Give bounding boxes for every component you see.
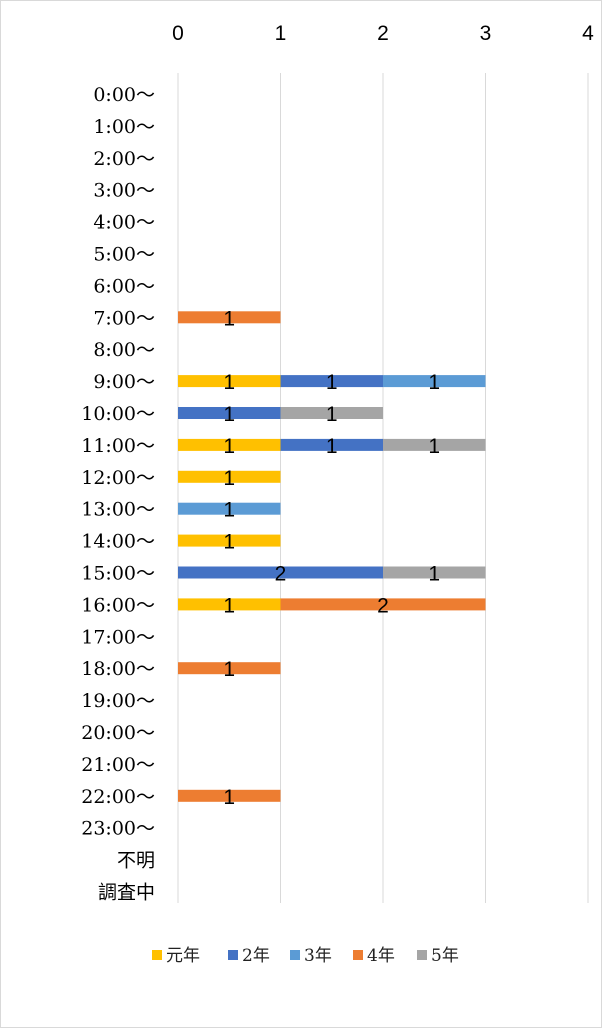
data-label: 1 <box>223 531 235 554</box>
x-axis-ticks: 0 1 2 3 4 <box>172 22 594 45</box>
legend-label: 元年 <box>166 946 200 966</box>
y-category-label: 8:00～ <box>93 339 155 361</box>
bar-segment <box>178 311 281 324</box>
y-category-label: 16:00～ <box>81 594 155 616</box>
y-category-label: 9:00～ <box>93 371 155 393</box>
legend-label: 3年 <box>304 946 332 966</box>
data-label: 1 <box>428 435 440 458</box>
y-category-label: 17:00～ <box>81 626 155 648</box>
data-label: 1 <box>223 786 235 809</box>
data-label: 1 <box>223 499 235 522</box>
bar-segment <box>178 598 281 611</box>
y-category-label: 4:00～ <box>93 212 155 234</box>
data-label: 1 <box>223 658 235 681</box>
data-label: 2 <box>377 594 389 617</box>
data-label: 1 <box>223 594 235 617</box>
y-category-label: 21:00～ <box>81 754 155 776</box>
data-label: 1 <box>223 371 235 394</box>
bar-segment <box>178 438 281 451</box>
bar-segment <box>280 375 383 388</box>
bar-segment <box>178 789 281 802</box>
y-category-label: 7:00～ <box>93 307 155 329</box>
bar-segment <box>178 566 383 579</box>
y-category-label: 13:00～ <box>81 499 155 521</box>
data-label: 2 <box>275 563 287 586</box>
data-label: 1 <box>223 467 235 490</box>
bar-segments <box>178 311 486 802</box>
data-label: 1 <box>326 403 338 426</box>
bar-segment <box>383 438 486 451</box>
data-label: 1 <box>326 371 338 394</box>
bar-segment <box>178 375 281 388</box>
legend-swatch <box>353 950 363 960</box>
y-category-label: 23:00～ <box>81 818 155 840</box>
data-label: 1 <box>428 563 440 586</box>
bar-segment <box>178 470 281 483</box>
legend-swatch <box>228 950 238 960</box>
data-label: 1 <box>326 435 338 458</box>
data-label: 1 <box>223 403 235 426</box>
bar-segment <box>178 502 281 515</box>
y-category-label: 15:00～ <box>81 563 155 585</box>
bar-segment <box>280 407 383 419</box>
y-category-label: 12:00～ <box>81 467 155 489</box>
bar-segment <box>280 598 486 611</box>
legend-swatch <box>417 950 427 960</box>
data-labels: 1 1 1 1 1 1 1 1 1 1 1 1 2 1 1 2 1 1 <box>223 307 440 809</box>
y-category-label: 10:00～ <box>81 403 155 425</box>
y-axis-category-labels: 0:00～ 1:00～ 2:00～ 3:00～ 4:00～ 5:00～ 6:00～ 7:00～… <box>81 84 155 904</box>
x-tick-label-0: 0 <box>172 22 184 45</box>
x-tick-label-1: 1 <box>275 22 287 45</box>
legend-label: 4年 <box>367 946 395 966</box>
y-category-label: 14:00～ <box>81 531 155 553</box>
data-label: 1 <box>428 371 440 394</box>
y-category-label: 5:00～ <box>93 244 155 266</box>
bar-segment <box>280 438 383 451</box>
bar-segment <box>383 375 486 388</box>
y-category-label: 1:00～ <box>93 116 155 138</box>
bar-segment <box>178 662 281 675</box>
x-tick-label-3: 3 <box>480 22 492 45</box>
bar-segment <box>383 566 486 579</box>
y-category-label: 3:00～ <box>93 180 155 202</box>
y-category-label: 2:00～ <box>93 148 155 170</box>
y-category-label: 20:00～ <box>81 722 155 744</box>
y-category-label: 11:00～ <box>81 435 155 457</box>
y-category-label: 0:00～ <box>93 84 155 106</box>
x-tick-label-4: 4 <box>582 22 594 45</box>
y-category-label: 調査中 <box>98 882 155 904</box>
data-label: 1 <box>223 307 235 330</box>
legend-label: 5年 <box>431 946 459 966</box>
legend: 元年 2年 3年 4年 5年 <box>152 946 459 966</box>
bar-segment <box>178 407 281 419</box>
data-label: 1 <box>223 435 235 458</box>
bar-segment <box>178 534 281 547</box>
y-category-label: 22:00～ <box>81 786 155 808</box>
y-category-label: 18:00～ <box>81 658 155 680</box>
x-tick-label-2: 2 <box>377 22 389 45</box>
legend-swatch <box>290 950 300 960</box>
legend-swatch <box>152 950 162 960</box>
gridlines <box>177 73 589 903</box>
y-category-label: 不明 <box>117 850 155 872</box>
y-category-label: 6:00～ <box>93 275 155 297</box>
y-category-label: 19:00～ <box>81 690 155 712</box>
legend-label: 2年 <box>242 946 270 966</box>
